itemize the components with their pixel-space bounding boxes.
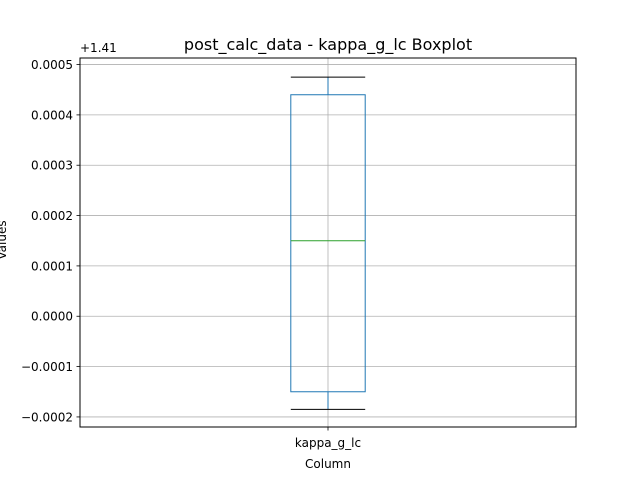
y-axis-label: Values — [0, 220, 9, 259]
y-tick-label: −0.0001 — [21, 360, 73, 374]
x-tick-label: kappa_g_lc — [295, 436, 361, 450]
grid-layer — [80, 58, 576, 427]
y-tick-label: 0.0003 — [31, 159, 73, 173]
box-layer — [290, 76, 366, 410]
x-axis-label: Column — [305, 457, 351, 471]
y-tick-label: 0.0001 — [31, 259, 73, 273]
y-tick-label: 0.0002 — [31, 209, 73, 223]
y-tick-label: 0.0005 — [31, 58, 73, 72]
y-axis-ticks: −0.0002 −0.0001 0.0000 0.0001 0.0002 0.0003 0.… — [21, 58, 80, 424]
y-tick-label: −0.0002 — [21, 410, 73, 424]
y-tick-label: 0.0004 — [31, 108, 73, 122]
y-axis-offset-label: +1.41 — [80, 41, 117, 55]
box-iqr — [290, 94, 366, 393]
chart-title: post_calc_data - kappa_g_lc Boxplot — [184, 35, 472, 55]
x-axis-ticks: kappa_g_lc — [295, 427, 361, 450]
y-tick-label: 0.0000 — [31, 310, 73, 324]
